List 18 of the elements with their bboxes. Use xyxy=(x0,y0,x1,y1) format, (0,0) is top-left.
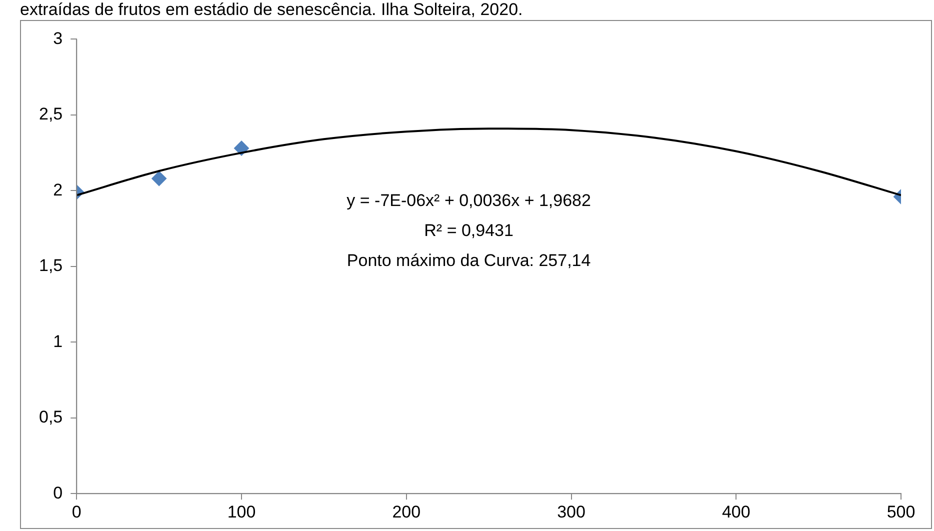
y-tick-label: 1,5 xyxy=(38,256,63,276)
y-tick-label: 0,5 xyxy=(38,408,63,427)
chart-title: extraídas de frutos em estádio de senescência. Ilha Solteira, 2020. xyxy=(19,0,524,20)
annotation: R² = 0,9431 xyxy=(424,220,514,240)
x-tick-label: 300 xyxy=(557,502,586,522)
annotation: y = -7E-06x² + 0,0036x + 1,9682 xyxy=(346,190,591,210)
chart-frame: 0 100 200 300 400 500 0 0,5 1 1,5 2 2,5 3 y = -7E-06x² + 0,0036x + 1,9682 R² = 0,9431 Ponto máximo da Curva: 257,14 xyxy=(20,20,932,529)
x-tick-label: 0 xyxy=(72,502,82,522)
x-tick-label: 400 xyxy=(722,502,750,522)
y-tick-label: 1 xyxy=(53,332,63,351)
y-tick-label: 2 xyxy=(53,180,63,200)
y-tick-label: 2,5 xyxy=(38,104,63,124)
x-tick-label: 500 xyxy=(886,502,916,522)
annotation: Ponto máximo da Curva: 257,14 xyxy=(346,250,591,270)
x-tick-label: 100 xyxy=(227,502,256,522)
x-tick-label: 200 xyxy=(392,502,421,522)
y-tick-label: 0 xyxy=(53,483,63,502)
y-tick-label: 3 xyxy=(53,28,63,48)
